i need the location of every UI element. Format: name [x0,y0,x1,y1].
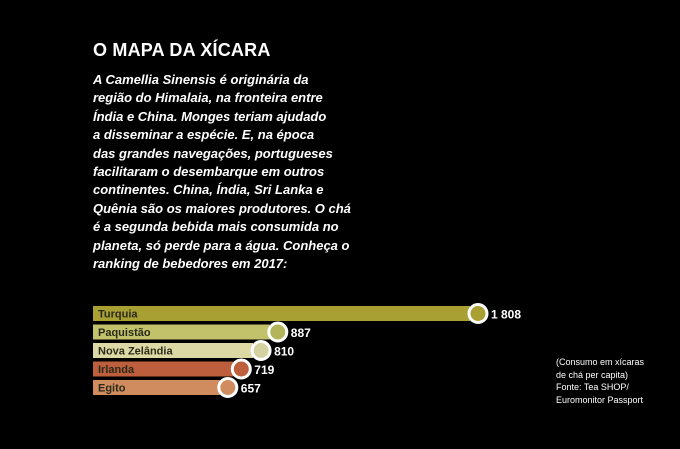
category-label: Egito [98,383,126,395]
value-marker [230,358,252,380]
intro-line: facilitaram o desembarque em outros [93,164,325,180]
value-label: 657 [241,382,261,396]
source-note: (Consumo em xícaras de chá per capita) Fon… [556,356,666,406]
value-label: 810 [274,345,294,359]
chart-title: O MAPA DA XÍCARA [93,40,271,60]
intro-line: continentes. China, Índia, Sri Lanka e [93,182,324,198]
category-label: Irlanda [98,364,135,376]
intro-line: Quênia são os maiores produtores. O chá [93,200,351,216]
intro-line: A Camellia Sinensis é originária da [93,72,309,87]
bar [93,380,220,395]
category-label: Paquistão [98,327,151,339]
intro-line: ranking de bebedores em 2017: [93,256,288,272]
intro-paragraph: A Camellia Sinensis é originária da regiã… [93,71,368,273]
value-label: 887 [291,326,311,340]
note-line: (Consumo em xícaras [556,357,645,367]
category-label: Turquia [98,309,138,321]
intro-line: a disseminar a espécie. E, na época [93,127,315,143]
intro-line: Índia e China. Monges teriam ajudado [93,108,327,124]
bar-group: Paquistão 887 [93,321,311,343]
value-label: 1 808 [491,308,521,322]
value-label: 719 [254,363,274,377]
intro-line: região do Himalaia, na fronteira entre [93,90,323,106]
category-label: Nova Zelândia [98,346,173,358]
bar [93,324,270,340]
bar-group: Egito 657 [93,377,261,398]
value-marker [467,303,489,324]
intro-line: das grandes navegações, portugueses [93,145,333,161]
note-line: Fonte: Tea SHOP/ [556,382,629,392]
bar [93,343,254,358]
bar-group: Turquia 1 808 [93,303,521,324]
note-line: Euromonitor Passport [556,394,644,405]
value-marker [217,377,239,398]
value-marker [250,340,272,361]
bar-group: Nova Zelândia 810 [93,340,294,361]
value-marker [267,321,289,343]
note-line: de chá per capita) [556,369,629,380]
bar-group: Irlanda 719 [93,358,275,380]
bar [93,361,234,377]
bar [93,306,470,321]
intro-line: é a segunda bebida mais consumida no [93,219,339,235]
intro-line: planeta, só perde para a água. Conheça o [93,237,350,253]
